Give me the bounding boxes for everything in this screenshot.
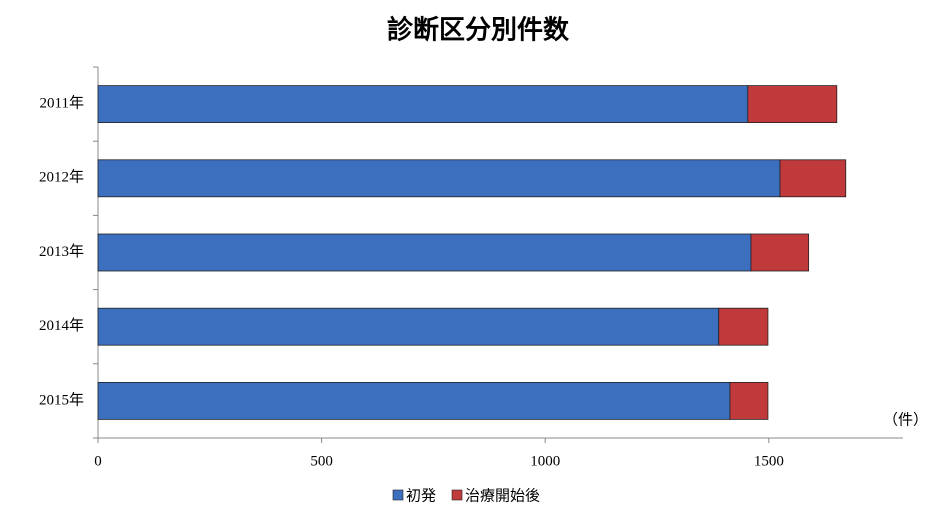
x-tick-label: 0 bbox=[94, 453, 102, 469]
bar bbox=[97, 381, 731, 420]
bar bbox=[747, 85, 838, 123]
y-tick-label: 2015年 bbox=[39, 391, 84, 408]
bar bbox=[729, 381, 769, 420]
x-tick-label: 1000 bbox=[530, 453, 560, 469]
y-tick-label: 2012年 bbox=[39, 169, 84, 186]
unit-label: （件） bbox=[883, 411, 928, 428]
bar bbox=[779, 159, 847, 198]
bar bbox=[97, 159, 781, 198]
bar bbox=[718, 307, 769, 346]
bar bbox=[97, 307, 720, 346]
legend-swatch bbox=[451, 489, 463, 501]
y-tick-label: 2014年 bbox=[39, 317, 84, 334]
y-tick-label: 2013年 bbox=[39, 243, 84, 260]
bar bbox=[750, 233, 810, 272]
bar bbox=[97, 233, 752, 272]
chart-title: 診断区分別件数 bbox=[387, 15, 570, 46]
x-tick-label: 500 bbox=[310, 453, 333, 469]
legend-swatch bbox=[392, 489, 404, 501]
bar bbox=[97, 85, 749, 123]
y-tick-label: 2011年 bbox=[40, 95, 84, 112]
legend-text: 治療開始後 bbox=[465, 487, 540, 505]
legend-text: 初発 bbox=[406, 487, 436, 505]
x-tick-label: 1500 bbox=[754, 453, 784, 469]
